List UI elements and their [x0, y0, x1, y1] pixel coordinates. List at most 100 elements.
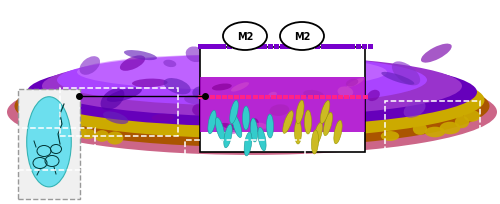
- Ellipse shape: [106, 88, 142, 102]
- Ellipse shape: [212, 84, 232, 91]
- Ellipse shape: [192, 104, 206, 116]
- Bar: [326, 44, 332, 49]
- Bar: [204, 95, 208, 100]
- Ellipse shape: [392, 62, 420, 86]
- Ellipse shape: [152, 114, 174, 122]
- Ellipse shape: [297, 42, 320, 58]
- Bar: [198, 44, 203, 49]
- Ellipse shape: [252, 53, 274, 66]
- Ellipse shape: [186, 47, 204, 63]
- Ellipse shape: [103, 112, 128, 124]
- Text: M2: M2: [294, 32, 310, 42]
- Ellipse shape: [64, 125, 86, 140]
- Bar: [332, 95, 337, 100]
- Bar: [246, 95, 252, 100]
- Bar: [250, 44, 256, 49]
- Bar: [240, 95, 246, 100]
- Ellipse shape: [413, 124, 427, 135]
- Ellipse shape: [120, 56, 145, 71]
- Bar: [228, 95, 233, 100]
- Bar: [320, 44, 326, 49]
- Bar: [356, 95, 362, 100]
- Ellipse shape: [216, 118, 224, 141]
- Ellipse shape: [270, 105, 289, 116]
- Bar: [200, 78, 365, 132]
- Bar: [274, 44, 279, 49]
- Ellipse shape: [464, 111, 480, 122]
- Bar: [289, 95, 294, 100]
- Ellipse shape: [333, 112, 362, 130]
- Ellipse shape: [440, 122, 460, 135]
- Ellipse shape: [334, 121, 342, 144]
- Ellipse shape: [314, 123, 322, 146]
- Bar: [204, 44, 209, 49]
- Ellipse shape: [244, 132, 252, 156]
- Bar: [210, 95, 214, 100]
- Ellipse shape: [258, 85, 288, 96]
- Ellipse shape: [20, 62, 484, 139]
- Bar: [221, 44, 226, 49]
- Ellipse shape: [77, 55, 387, 90]
- Ellipse shape: [57, 55, 427, 106]
- Bar: [362, 44, 367, 49]
- Ellipse shape: [80, 129, 96, 140]
- Ellipse shape: [243, 46, 259, 60]
- Bar: [18, 90, 80, 199]
- Bar: [60, 89, 178, 136]
- Ellipse shape: [80, 57, 100, 75]
- Ellipse shape: [367, 90, 380, 102]
- Bar: [314, 44, 320, 49]
- Ellipse shape: [184, 96, 204, 105]
- Ellipse shape: [231, 83, 249, 92]
- Ellipse shape: [250, 119, 258, 142]
- Ellipse shape: [224, 125, 232, 148]
- Ellipse shape: [324, 113, 332, 136]
- Ellipse shape: [338, 87, 353, 98]
- Bar: [309, 44, 314, 49]
- Bar: [326, 95, 331, 100]
- Ellipse shape: [304, 110, 312, 134]
- Bar: [227, 44, 232, 49]
- Bar: [256, 44, 262, 49]
- Bar: [258, 95, 264, 100]
- Ellipse shape: [320, 101, 330, 124]
- Bar: [344, 95, 349, 100]
- Ellipse shape: [262, 80, 287, 90]
- Bar: [10, 128, 95, 170]
- Bar: [234, 95, 239, 100]
- Ellipse shape: [7, 70, 497, 155]
- Ellipse shape: [27, 58, 477, 127]
- Ellipse shape: [455, 116, 469, 129]
- Bar: [296, 95, 300, 100]
- Bar: [264, 95, 270, 100]
- Ellipse shape: [421, 44, 452, 63]
- Ellipse shape: [294, 120, 302, 144]
- Bar: [209, 44, 214, 49]
- Bar: [338, 44, 344, 49]
- Ellipse shape: [312, 130, 318, 154]
- Bar: [297, 44, 302, 49]
- Ellipse shape: [38, 116, 58, 129]
- Bar: [216, 95, 221, 100]
- Ellipse shape: [258, 128, 266, 151]
- Ellipse shape: [54, 122, 70, 134]
- Bar: [338, 95, 343, 100]
- Ellipse shape: [306, 111, 328, 127]
- Bar: [283, 95, 288, 100]
- Ellipse shape: [256, 123, 268, 129]
- Bar: [280, 44, 285, 49]
- Bar: [362, 95, 368, 100]
- Ellipse shape: [228, 112, 252, 129]
- Bar: [200, 48, 365, 152]
- Bar: [222, 95, 227, 100]
- Bar: [385, 102, 480, 149]
- Ellipse shape: [346, 79, 364, 88]
- Bar: [232, 44, 238, 49]
- Bar: [314, 95, 318, 100]
- Ellipse shape: [202, 101, 218, 113]
- Bar: [185, 140, 305, 182]
- Bar: [286, 44, 291, 49]
- Ellipse shape: [266, 114, 274, 138]
- Bar: [308, 95, 312, 100]
- Ellipse shape: [230, 89, 262, 106]
